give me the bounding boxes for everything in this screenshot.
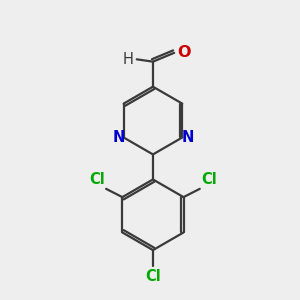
Text: N: N — [112, 130, 124, 145]
Text: Cl: Cl — [201, 172, 217, 188]
Text: Cl: Cl — [89, 172, 105, 188]
Text: Cl: Cl — [145, 269, 161, 284]
Text: H: H — [123, 52, 134, 67]
Text: O: O — [178, 45, 191, 60]
Text: N: N — [182, 130, 194, 145]
